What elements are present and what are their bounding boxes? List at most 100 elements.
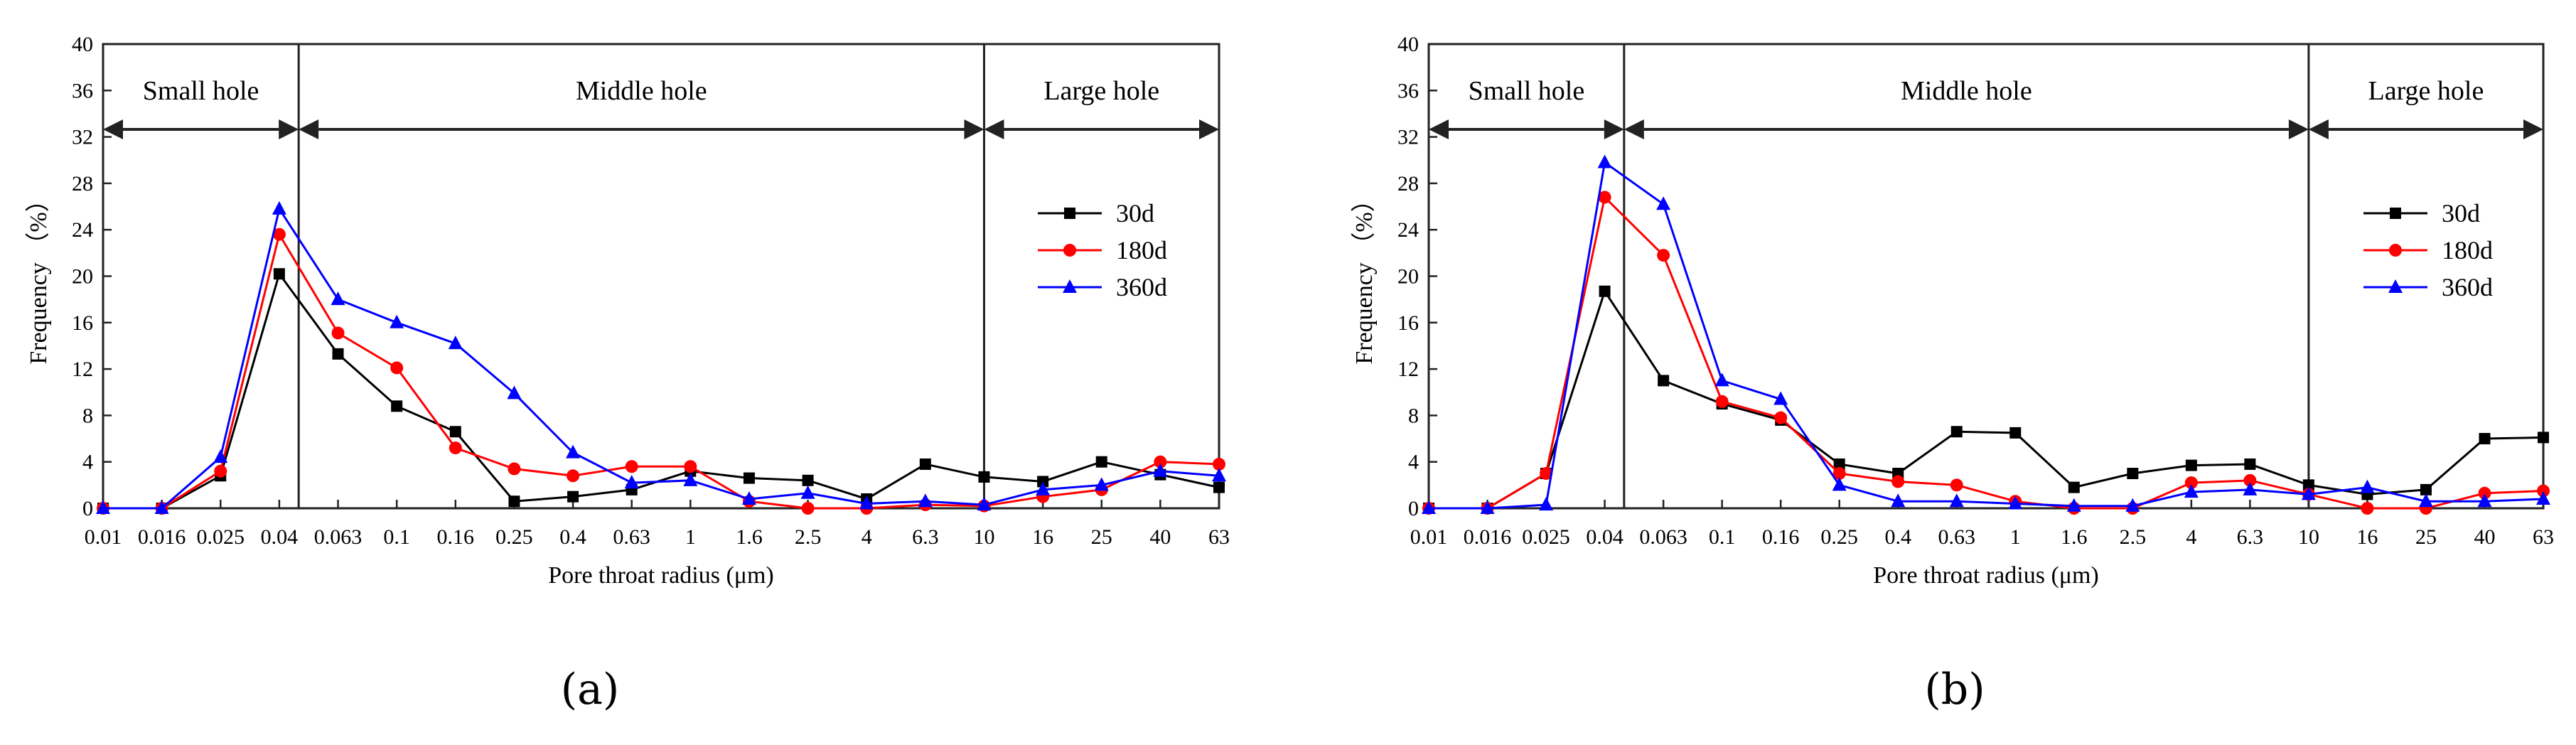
x-tick-label: 40 <box>1149 525 1171 549</box>
x-tick-label: 63 <box>2533 525 2554 549</box>
data-point-30d <box>273 268 285 280</box>
data-point-180d <box>272 227 286 241</box>
data-point-30d <box>978 471 990 483</box>
data-point-360d <box>1714 372 1729 387</box>
data-point-180d <box>2537 484 2550 498</box>
x-tick-label: 0.63 <box>613 525 650 549</box>
data-point-30d <box>1095 456 1107 468</box>
data-point-360d <box>741 491 756 505</box>
data-point-180d <box>2184 476 2198 490</box>
y-tick-label: 20 <box>1397 265 1419 289</box>
data-point-30d <box>1658 375 1670 387</box>
region-label: Small hole <box>1469 76 1585 106</box>
y-tick-label: 4 <box>1408 451 1419 474</box>
data-point-30d <box>1599 285 1611 297</box>
data-point-360d <box>683 472 698 486</box>
arrow-head-left <box>1624 119 1644 139</box>
y-tick-label: 12 <box>72 358 93 381</box>
y-tick-label: 32 <box>1397 126 1419 149</box>
series-line-360d <box>103 206 1220 510</box>
region-label: Middle hole <box>1901 76 2032 106</box>
legend-label-360d: 360d <box>1116 273 1167 301</box>
data-point-360d <box>1094 477 1109 491</box>
data-point-360d <box>1036 481 1051 495</box>
x-tick-label: 0.04 <box>261 525 299 549</box>
region-label: Small hole <box>143 76 259 106</box>
arrow-head-right <box>2523 119 2543 139</box>
x-tick-label: 1.6 <box>2061 525 2088 549</box>
x-tick-label: 6.3 <box>912 525 939 549</box>
x-tick-label: 1 <box>2010 525 2021 549</box>
legend-marker-360d <box>2388 279 2403 293</box>
data-point-360d <box>624 475 639 489</box>
data-point-30d <box>2244 458 2256 470</box>
data-point-360d <box>859 495 874 510</box>
data-point-360d <box>2536 491 2550 505</box>
region-label: Large hole <box>1043 76 1159 106</box>
data-point-180d <box>1950 478 1963 492</box>
data-point-360d <box>2066 498 2081 512</box>
plot-frame <box>1427 43 2545 510</box>
x-tick-label: 0.16 <box>1762 525 1800 549</box>
data-point-360d <box>800 485 815 499</box>
y-tick-label: 36 <box>1397 79 1419 102</box>
data-point-30d <box>802 474 814 486</box>
x-tick-label: 0.1 <box>1709 525 1736 549</box>
data-point-30d <box>2127 468 2139 480</box>
x-tick-label: 1 <box>685 525 696 549</box>
y-tick-label: 16 <box>1397 311 1419 335</box>
data-point-180d <box>331 326 345 340</box>
x-tick-label: 0.063 <box>314 525 363 549</box>
panel-caption: (b) <box>1924 665 1985 714</box>
x-tick-label: 25 <box>2415 525 2437 549</box>
legend-label-180d: 180d <box>2442 236 2493 264</box>
legend-label-360d: 360d <box>2442 273 2493 301</box>
y-tick-label: 0 <box>82 497 93 520</box>
x-tick-label: 0.16 <box>437 525 475 549</box>
data-point-360d <box>1656 196 1671 210</box>
data-point-360d <box>507 385 522 400</box>
x-tick-label: 1.6 <box>736 525 763 549</box>
x-tick-label: 0.025 <box>197 525 245 549</box>
data-point-30d <box>2009 427 2022 439</box>
series-line-180d <box>103 231 1220 510</box>
series-line-180d <box>1429 195 2544 510</box>
x-tick-label: 4 <box>2186 525 2196 549</box>
x-tick-label: 2.5 <box>2120 525 2147 549</box>
data-point-360d <box>154 500 169 514</box>
data-point-180d <box>214 464 227 478</box>
x-tick-label: 0.025 <box>1522 525 1570 549</box>
x-tick-label: 0.4 <box>559 525 586 549</box>
data-point-360d <box>566 444 581 459</box>
data-point-30d <box>567 491 579 503</box>
data-point-360d <box>1597 154 1612 168</box>
y-tick-label: 0 <box>1408 497 1419 520</box>
region-label: Middle hole <box>576 76 707 106</box>
data-point-360d <box>2301 486 2316 500</box>
y-tick-label: 28 <box>72 172 93 195</box>
arrow-head-left <box>299 119 319 139</box>
arrow-head-right <box>1199 119 1219 139</box>
legend-marker-30d <box>2390 208 2401 219</box>
data-point-30d <box>2302 479 2314 491</box>
x-tick-label: 0.01 <box>85 525 122 549</box>
data-point-180d <box>508 462 521 476</box>
y-tick-label: 28 <box>1397 172 1419 195</box>
data-point-30d <box>2538 432 2549 444</box>
x-axis-title: Pore throat radius (μm) <box>548 562 774 589</box>
series-line-360d <box>1429 160 2544 510</box>
data-point-30d <box>2420 483 2432 495</box>
y-tick-label: 24 <box>1397 218 1419 242</box>
y-tick-label: 4 <box>82 451 93 474</box>
data-point-180d <box>1598 191 1611 204</box>
arrow-head-right <box>279 119 299 139</box>
data-point-180d <box>567 469 580 483</box>
data-point-30d <box>1833 458 1845 470</box>
data-point-360d <box>2125 498 2140 512</box>
x-axis-title: Pore throat radius (μm) <box>1873 562 2099 589</box>
data-point-360d <box>96 500 110 514</box>
data-point-30d <box>2068 481 2080 493</box>
data-point-360d <box>1539 497 1554 511</box>
